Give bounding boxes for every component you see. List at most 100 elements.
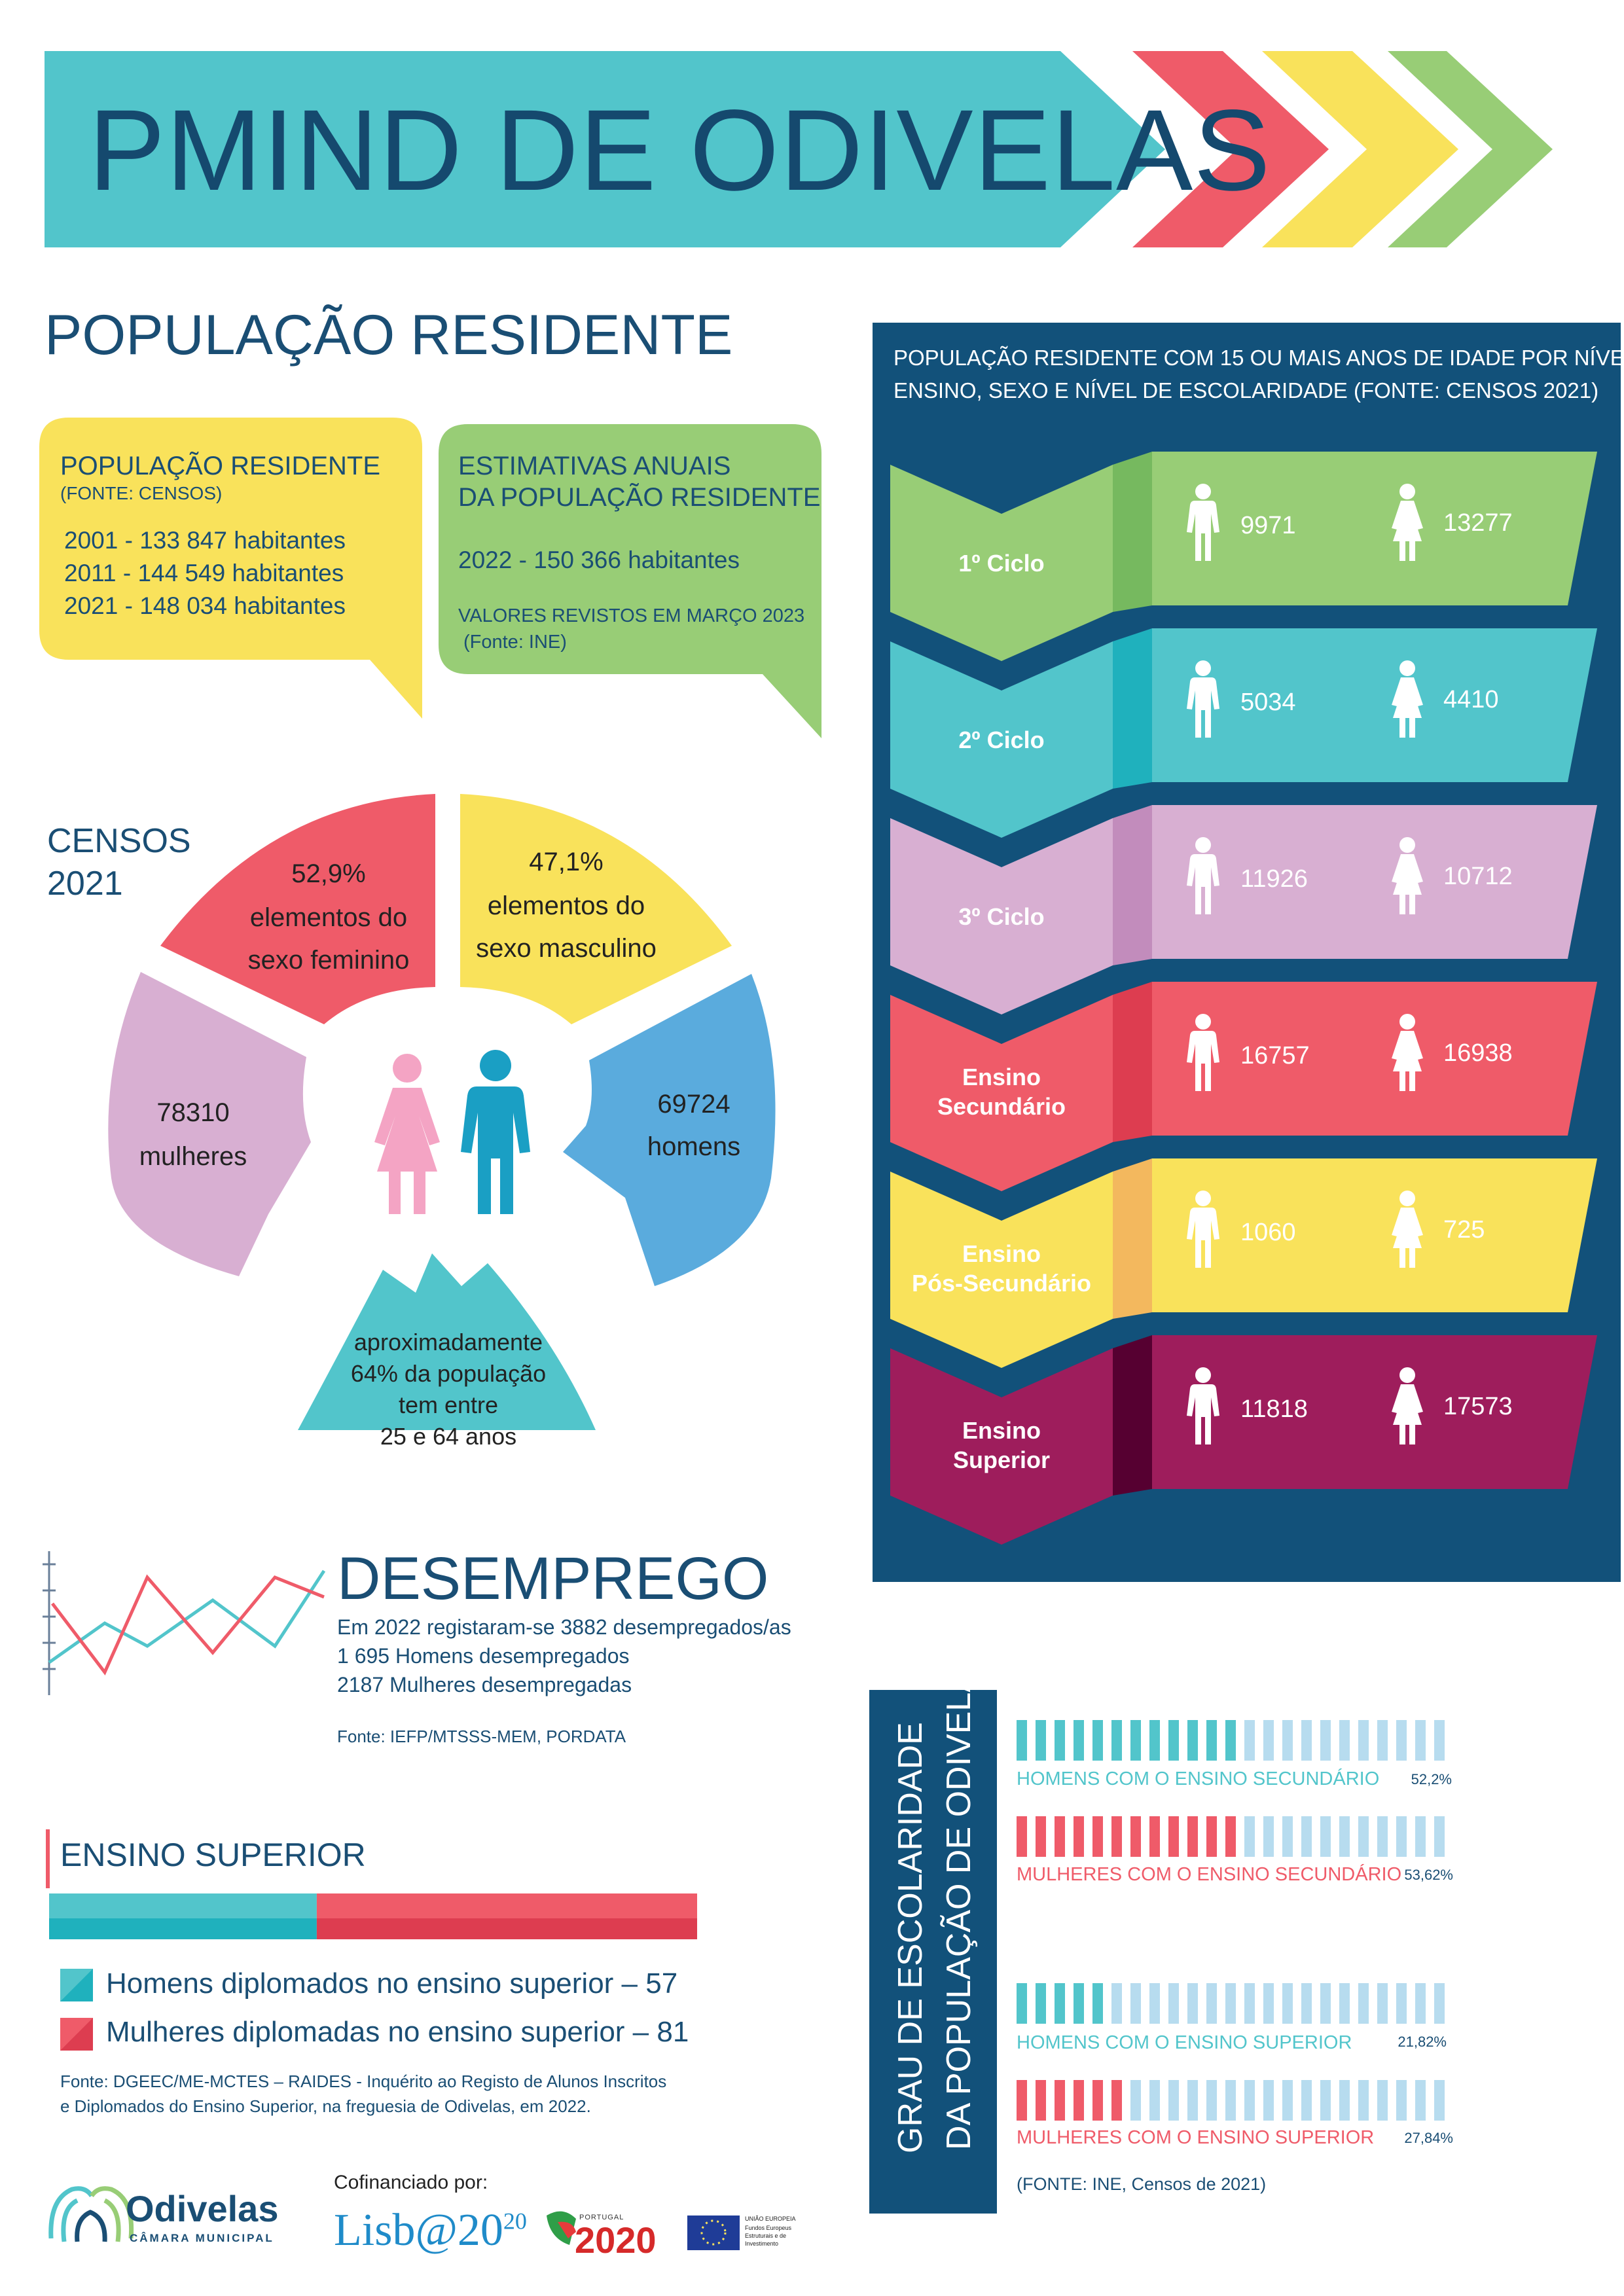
grau-tick-empty <box>1396 1720 1407 1761</box>
ensino-superior-source-2: e Diplomados do Ensino Superior, na freg… <box>60 2096 591 2116</box>
desemprego-line-2: 1 695 Homens desempregados <box>337 1644 630 1668</box>
level-band <box>1152 982 1597 1136</box>
levels-graphic <box>890 452 1597 1545</box>
censos-2011: 2011 - 144 549 habitantes <box>64 560 344 586</box>
censos-box-source: (FONTE: CENSOS) <box>60 483 223 503</box>
grau-tick-empty <box>1244 1983 1255 2024</box>
lisboa2020-sup: 20 <box>503 2208 527 2234</box>
age-line-3: tem entre <box>398 1391 499 1418</box>
grau-tick-filled <box>1017 1816 1027 1857</box>
petal-feminino <box>160 794 435 1024</box>
escolaridade-title-2: ENSINO, SEXO E NÍVEL DE ESCOLARIDADE (FO… <box>893 378 1599 403</box>
level-woman-icon <box>1392 1191 1423 1268</box>
level-band <box>1152 1335 1597 1489</box>
grau-source: (FONTE: INE, Censos de 2021) <box>1017 2174 1267 2194</box>
homens-num: 69724 <box>657 1090 731 1119</box>
censos-2021: 2021 - 148 034 habitantes <box>64 592 346 619</box>
level-fold <box>1113 982 1152 1142</box>
legend-homens-label: Homens diplomados no ensino superior – 5… <box>106 1967 678 2000</box>
grau-tick-empty <box>1282 1983 1293 2024</box>
censos-bubble <box>39 418 422 719</box>
grau-tick-filled <box>1225 1720 1236 1761</box>
grau-tick-empty <box>1434 1720 1445 1761</box>
homens-label: homens <box>647 1132 741 1161</box>
level-label: 2º Ciclo <box>958 726 1045 753</box>
level-homens-value: 11926 <box>1240 865 1308 893</box>
level-mulheres-value: 16938 <box>1443 1039 1513 1067</box>
grau-tick-empty <box>1415 2080 1426 2121</box>
level-mulheres-value: 13277 <box>1443 509 1513 537</box>
grau-tick-empty <box>1377 1816 1388 1857</box>
level-mulheres-value: 17573 <box>1443 1393 1513 1420</box>
level-fold <box>1113 805 1152 965</box>
grau-side-panel <box>869 1690 997 2214</box>
portugal2020-flag-icon <box>547 2211 576 2245</box>
grau-tick-empty <box>1206 1983 1217 2024</box>
grau-tick-empty <box>1282 2080 1293 2121</box>
grau-tick-empty <box>1301 1816 1312 1857</box>
legend-mulheres-label: Mulheres diplomadas no ensino superior –… <box>106 2016 689 2048</box>
grau-tick-filled <box>1017 1983 1027 2024</box>
level-ribbon <box>890 818 1113 1014</box>
grau-tick-filled <box>1187 1720 1198 1761</box>
desemprego-line-3: 2187 Mulheres desempregadas <box>337 1673 632 1696</box>
level-woman-icon <box>1392 660 1423 738</box>
level-fold <box>1113 1335 1152 1496</box>
bar-homens <box>49 1893 317 1918</box>
grau-tick-empty <box>1111 1983 1122 2024</box>
grau-tick-filled <box>1074 1816 1084 1857</box>
censos2021-title-1: CENSOS <box>47 822 191 860</box>
escolaridade-title-1: POPULAÇÃO RESIDENTE COM 15 OU MAIS ANOS … <box>893 346 1624 370</box>
level-ribbon <box>890 995 1113 1191</box>
eu-text-3: Estruturais e de <box>745 2233 787 2239</box>
level-woman-icon <box>1392 484 1423 561</box>
grau-tick-filled <box>1168 1720 1179 1761</box>
grau-tick-empty <box>1301 1720 1312 1761</box>
grau-tick-empty <box>1396 1983 1407 2024</box>
grau-tick-empty <box>1320 1983 1331 2024</box>
grau-tick-empty <box>1206 2080 1217 2121</box>
level-label-line2: Secundário <box>937 1093 1066 1120</box>
grau-tick-filled <box>1055 2080 1065 2121</box>
grau-tick-empty <box>1320 2080 1331 2121</box>
portugal2020-small: PORTUGAL <box>579 2214 624 2221</box>
level-band <box>1152 452 1597 605</box>
level-woman-icon <box>1392 837 1423 914</box>
grau-tick-empty <box>1339 1720 1350 1761</box>
grau-label-homens-sup: HOMENS COM O ENSINO SUPERIOR <box>1017 2032 1352 2053</box>
legend-mulheres-swatch <box>60 2018 93 2051</box>
grau-tick-empty <box>1301 1983 1312 2024</box>
grau-pct-mulheres-sec: 53,62% <box>1404 1867 1453 1883</box>
grau-tick-filled <box>1111 1720 1122 1761</box>
grau-label-mulheres-sec: MULHERES COM O ENSINO SECUNDÁRIO <box>1017 1864 1402 1885</box>
grau-tick-filled <box>1149 1720 1160 1761</box>
masc-line3: sexo masculino <box>476 934 657 963</box>
level-label-line2: Superior <box>952 1446 1051 1473</box>
lisboa2020-text: Lisb@20 <box>334 2205 503 2255</box>
man-icon <box>461 1050 530 1214</box>
petal-homens <box>563 974 776 1286</box>
grau-tick-empty <box>1149 2080 1160 2121</box>
level-label: 1º Ciclo <box>958 550 1045 577</box>
desemprego-source: Fonte: IEFP/MTSSS-MEM, PORDATA <box>337 1727 626 1746</box>
level-mulheres-value: 725 <box>1443 1216 1485 1244</box>
ensino-superior-accent <box>46 1829 50 1888</box>
odivelas-logo-icon <box>48 2186 134 2242</box>
grau-tick-filled <box>1036 1720 1046 1761</box>
ensino-superior-source-1: Fonte: DGEEC/ME-MCTES – RAIDES - Inquéri… <box>60 2072 667 2091</box>
petal-idade <box>298 1253 596 1430</box>
grau-tick-empty <box>1396 1816 1407 1857</box>
grau-tick-empty <box>1301 2080 1312 2121</box>
grau-tick-filled <box>1036 1816 1046 1857</box>
grau-tick-empty <box>1263 2080 1274 2121</box>
grau-tick-filled <box>1111 2080 1122 2121</box>
grau-tick-empty <box>1244 2080 1255 2121</box>
desemprego-chart <box>43 1551 326 1695</box>
header-chevron-red <box>1132 51 1329 247</box>
grau-side-title-1: GRAU DE ESCOLARIDADE <box>892 1722 929 2153</box>
bar-homens-shade <box>49 1918 317 1939</box>
grau-tick-empty <box>1244 1720 1255 1761</box>
censos2021-title-2: 2021 <box>47 865 123 903</box>
desemprego-line-1: Em 2022 registaram-se 3882 desempregados… <box>337 1615 791 1639</box>
